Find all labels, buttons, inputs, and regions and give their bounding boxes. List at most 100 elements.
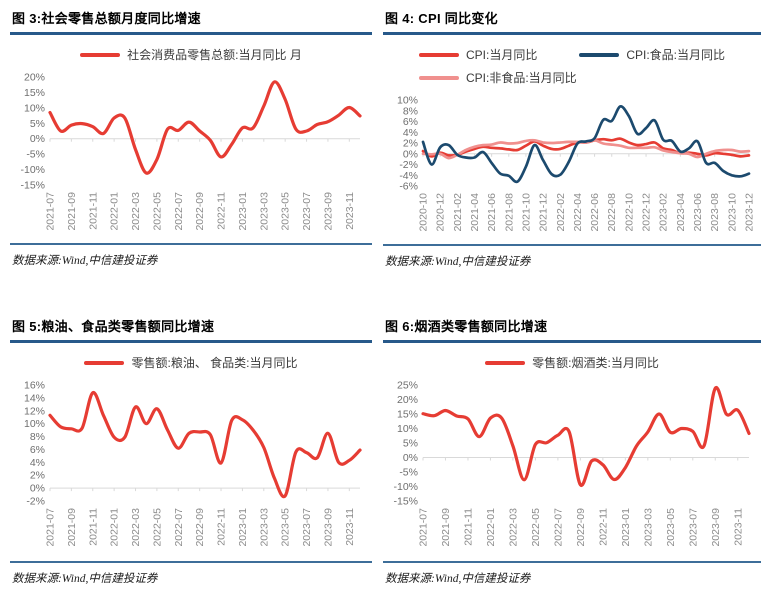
x-axis-tick-label: 2023-03 [258, 508, 270, 547]
x-axis-tick-label: 2022-09 [575, 508, 587, 547]
y-axis-tick-label: 5% [30, 118, 45, 130]
y-axis-tick-label: 15% [397, 409, 418, 421]
x-axis-tick-label: 2022-01 [109, 508, 121, 547]
y-axis-tick-label: 15% [24, 87, 45, 99]
x-axis-tick-label: 2023-05 [665, 508, 677, 547]
x-axis-tick-label: 2023-03 [642, 508, 654, 547]
x-axis-tick-label: 2022-03 [130, 508, 142, 547]
legend-row: 零售额:烟酒类:当月同比 [485, 354, 659, 371]
x-axis-tick-label: 2023-06 [692, 193, 704, 232]
x-axis-tick-label: 2022-07 [173, 508, 185, 547]
x-axis-tick-label: 2023-01 [237, 508, 249, 547]
legend-item: CPI:食品:当月同比 [579, 46, 725, 63]
legend-line-marker [84, 360, 125, 365]
x-axis-tick-label: 2023-12 [744, 193, 756, 232]
legend-item: 社会消费品零售总额:当月同比 月 [80, 46, 302, 63]
x-axis-tick-label: 2021-11 [87, 508, 99, 546]
x-axis-tick-label: 2021-09 [66, 508, 78, 547]
y-axis-tick-label: -5% [399, 467, 418, 479]
x-axis-tick-label: 2022-04 [572, 193, 584, 232]
x-axis-tick-label: 2021-02 [452, 193, 464, 232]
x-axis-tick-label: 2022-03 [130, 192, 142, 231]
legend-line-marker [418, 52, 459, 57]
chart-legend: 零售额:烟酒类:当月同比 [485, 354, 659, 377]
data-source-note: 数据来源:Wind,中信建投证券 [385, 256, 531, 268]
x-axis-tick-label: 2020-12 [435, 193, 447, 232]
series-line [421, 105, 751, 184]
y-axis-tick-label: 16% [24, 380, 45, 392]
x-axis-tick-label: 2022-06 [589, 193, 601, 232]
y-axis-tick-label: 14% [24, 392, 45, 404]
x-axis-tick-label: 2022-11 [216, 508, 228, 546]
legend-row: 社会消费品零售总额:当月同比 月 [80, 46, 302, 63]
x-axis-tick-label: 2022-03 [507, 508, 519, 547]
x-axis-tick-label: 2022-09 [194, 192, 206, 231]
x-axis-tick-label: 2022-09 [194, 508, 206, 547]
series-line [48, 391, 362, 499]
x-axis-tick-label: 2023-11 [344, 192, 356, 230]
x-axis-tick-label: 2023-09 [322, 192, 334, 231]
x-axis-tick-label: 2022-07 [552, 508, 564, 547]
y-axis-tick-label: 0% [30, 133, 45, 145]
figure-panel: 图 4: CPI 同比变化 CPI:当月同比 CPI:食品:当月同比 CPI:非食品… [383, 8, 761, 269]
x-axis-tick-label: 2021-11 [87, 192, 99, 230]
figure-panel: 图 6:烟酒类零售额同比增速 零售额:烟酒类:当月同比 25% 20% 15% 10%… [383, 316, 761, 586]
legend-line-marker [579, 52, 620, 57]
y-axis-tick-label: -10% [393, 481, 418, 493]
y-axis-tick-label: 20% [24, 72, 45, 84]
y-axis-tick-label: 6% [30, 444, 45, 456]
y-axis-tick-label: 2% [30, 470, 45, 482]
y-axis-tick-label: -15% [20, 180, 45, 192]
x-axis-tick-label: 2021-08 [503, 193, 515, 232]
title-divider [10, 340, 372, 343]
figure-title: 图 3:社会零售总额月度同比增速 [12, 11, 201, 26]
x-axis-tick-label: 2023-09 [322, 508, 334, 547]
footer-divider [383, 561, 761, 563]
legend-line-marker [485, 360, 526, 365]
y-axis-tick-label: 0% [403, 452, 418, 464]
legend-item: CPI:非食品:当月同比 [418, 69, 577, 86]
footer-divider [10, 243, 372, 245]
series-line [421, 386, 751, 487]
legend-row: CPI:非食品:当月同比 [418, 69, 725, 86]
legend-line-marker [418, 75, 459, 80]
legend-label: 零售额:烟酒类:当月同比 [532, 356, 659, 370]
x-axis-tick-label: 2022-05 [530, 508, 542, 547]
x-axis-tick-label: 2021-10 [520, 193, 532, 232]
x-axis-tick-label: 2023-08 [709, 193, 721, 232]
y-axis-tick-label: -15% [393, 496, 418, 508]
title-divider [10, 32, 372, 35]
x-axis-tick-label: 2022-05 [151, 192, 163, 231]
y-axis-tick-label: -6% [399, 181, 418, 193]
x-axis-tick-label: 2022-01 [109, 192, 121, 231]
data-source-note: 数据来源:Wind,中信建投证券 [385, 573, 531, 585]
x-axis-tick-label: 2023-07 [687, 508, 699, 547]
x-axis-tick-label: 2021-07 [418, 508, 430, 547]
x-axis-tick-label: 2022-01 [485, 508, 497, 547]
data-source-note: 数据来源:Wind,中信建投证券 [12, 573, 158, 585]
legend-label: 社会消费品零售总额:当月同比 月 [127, 48, 302, 62]
x-axis-tick-label: 2021-09 [66, 192, 78, 231]
chart-legend: CPI:当月同比 CPI:食品:当月同比 CPI:非食品:当月同比 [418, 46, 725, 92]
footer-divider [10, 561, 372, 563]
chart-legend: 零售额:粮油、 食品类:当月同比 [84, 354, 298, 377]
legend-item: CPI:当月同比 [418, 46, 537, 63]
x-axis-tick-label: 2020-10 [418, 193, 430, 232]
x-axis-tick-label: 2023-02 [658, 193, 670, 232]
y-axis-tick-label: 2% [403, 138, 418, 150]
y-axis-tick-label: 0% [30, 483, 45, 495]
x-axis-tick-label: 2022-07 [173, 192, 185, 231]
legend-label: CPI:食品:当月同比 [626, 48, 726, 62]
legend-label: 零售额:粮油、 食品类:当月同比 [131, 356, 298, 370]
legend-row: 零售额:粮油、 食品类:当月同比 [84, 354, 298, 371]
x-axis-tick-label: 2023-05 [280, 508, 292, 547]
legend-row: CPI:当月同比 CPI:食品:当月同比 [418, 46, 725, 63]
y-axis-tick-label: 5% [403, 438, 418, 450]
title-divider [383, 32, 761, 35]
x-axis-tick-label: 2021-12 [538, 193, 550, 232]
x-axis-tick-label: 2023-03 [258, 192, 270, 231]
y-axis-tick-label: 4% [30, 457, 45, 469]
y-axis-tick-label: 10% [24, 102, 45, 114]
x-axis-tick-label: 2022-05 [151, 508, 163, 547]
